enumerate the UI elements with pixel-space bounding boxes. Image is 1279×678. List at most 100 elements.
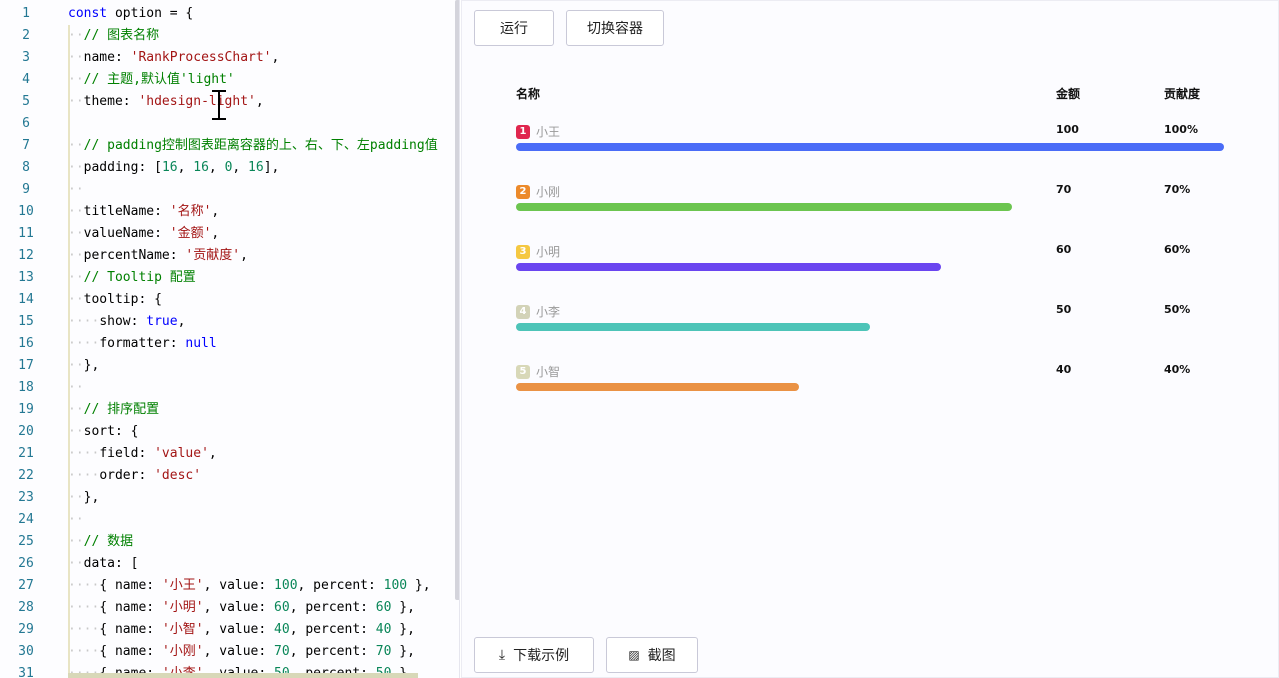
progress-bar — [516, 323, 870, 331]
code-line[interactable]: 22 ····order: 'desc' — [0, 465, 455, 487]
code-line[interactable]: 16 ····formatter: null — [0, 333, 455, 355]
code-token: // padding控制图表距离容器的上、右、下、左padding值 — [83, 138, 438, 153]
code-line[interactable]: 9 ·· — [0, 179, 455, 201]
code-line[interactable]: 6 — [0, 113, 455, 135]
code-token: , — [255, 94, 264, 109]
code-text: ·· — [68, 179, 84, 201]
code-token: , percent: — [297, 578, 384, 593]
code-text: ·· — [68, 509, 84, 531]
code-line[interactable]: 25 ··// 数据 — [0, 531, 455, 553]
code-text: ··tooltip: { — [68, 289, 162, 311]
indent-marker: ···· — [68, 622, 100, 637]
code-line[interactable]: 12 ··percentName: '贡献度', — [0, 245, 455, 267]
code-token: , value: — [203, 578, 275, 593]
code-line[interactable]: 23 ··}, — [0, 487, 455, 509]
download-example-button[interactable]: ⤓ 下载示例 — [474, 637, 594, 673]
code-line[interactable]: 17 ··}, — [0, 355, 455, 377]
editor-vertical-scrollbar[interactable] — [455, 0, 459, 600]
line-number: 25 — [18, 534, 34, 549]
code-editor[interactable]: 1 const option = {2 ··// 图表名称 3 ··name: 'Ran… — [0, 0, 460, 678]
indent-marker: ·· — [68, 248, 84, 263]
code-line[interactable]: 4 ··// 主题,默认值'light' — [0, 69, 455, 91]
progress-bar — [516, 143, 1224, 151]
code-line[interactable]: 8 ··padding: [16, 16, 0, 16], — [0, 157, 455, 179]
code-token: 16 — [161, 160, 178, 175]
line-number: 13 — [18, 270, 34, 285]
code-token: show: — [99, 314, 147, 329]
code-line[interactable]: 7 ··// padding控制图表距离容器的上、右、下、左padding值 — [0, 135, 455, 157]
indent-marker: ···· — [68, 644, 100, 659]
code-token: 70 — [274, 644, 290, 659]
run-button[interactable]: 运行 — [474, 10, 554, 46]
rank-badge: 4 — [516, 304, 530, 319]
code-text: ··// 图表名称 — [68, 25, 159, 47]
code-text: ··theme: 'hdesign-light', — [68, 91, 264, 113]
indent-marker: ·· — [68, 292, 84, 307]
code-text: ····{ name: '小王', value: 100, percent: 1… — [68, 575, 431, 597]
switch-container-button[interactable]: 切换容器 — [566, 10, 664, 46]
code-text: ··titleName: '名称', — [68, 201, 219, 223]
code-token: '小明' — [161, 600, 204, 615]
rank-name: 5 小智 — [516, 363, 560, 380]
code-token: 40 — [274, 622, 290, 637]
download-icon: ⤓ — [498, 647, 506, 663]
run-label: 运行 — [500, 21, 528, 37]
code-line[interactable]: 3 ··name: 'RankProcessChart', — [0, 47, 455, 69]
editor-horizontal-scrollbar[interactable] — [68, 673, 418, 678]
code-token: field: — [99, 446, 155, 461]
code-text: ··padding: [16, 16, 0, 16], — [68, 157, 279, 179]
code-line[interactable]: 5 ··theme: 'hdesign-light', — [0, 91, 455, 113]
line-number: 22 — [18, 468, 34, 483]
rank-badge: 2 — [516, 184, 530, 199]
code-line[interactable]: 1 const option = { — [0, 3, 455, 25]
code-line[interactable]: 27 ····{ name: '小王', value: 100, percent:… — [0, 575, 455, 597]
indent-marker: ·· — [68, 556, 84, 571]
code-token: percentName: — [83, 248, 186, 263]
code-token: 'hdesign-light' — [138, 94, 256, 109]
code-text: ··// Tooltip 配置 — [68, 267, 196, 289]
code-line[interactable]: 24 ·· — [0, 509, 455, 531]
code-line[interactable]: 20 ··sort: { — [0, 421, 455, 443]
rank-badge: 3 — [516, 244, 530, 259]
code-line[interactable]: 19 ··// 排序配置 — [0, 399, 455, 421]
code-line[interactable]: 11 ··valueName: '金额', — [0, 223, 455, 245]
code-text: ····{ name: '小明', value: 60, percent: 60… — [68, 597, 415, 619]
code-line[interactable]: 15 ····show: true, — [0, 311, 455, 333]
code-token: { name: — [99, 622, 162, 637]
code-token: { name: — [99, 644, 162, 659]
code-text: ····order: 'desc' — [68, 465, 201, 487]
code-token: order: — [99, 468, 155, 483]
code-line[interactable]: 21 ····field: 'value', — [0, 443, 455, 465]
code-line[interactable]: 2 ··// 图表名称 — [0, 25, 455, 47]
code-line[interactable]: 10 ··titleName: '名称', — [0, 201, 455, 223]
code-line[interactable]: 28 ····{ name: '小明', value: 60, percent: … — [0, 597, 455, 619]
item-name: 小刚 — [536, 185, 561, 199]
code-line[interactable]: 30 ····{ name: '小刚', value: 70, percent: … — [0, 641, 455, 663]
screenshot-button[interactable]: ▨ 截图 — [606, 637, 698, 673]
code-token: }, — [407, 578, 431, 593]
line-number: 11 — [18, 226, 34, 241]
code-token: }, — [391, 622, 415, 637]
code-token: }, — [83, 490, 100, 505]
code-token: 'desc' — [154, 468, 202, 483]
code-line[interactable]: 14 ··tooltip: { — [0, 289, 455, 311]
rank-badge: 5 — [516, 364, 530, 379]
item-value: 70 — [1056, 183, 1072, 196]
indent-marker: ·· — [68, 72, 84, 87]
code-line[interactable]: 29 ····{ name: '小智', value: 40, percent: … — [0, 619, 455, 641]
line-number: 16 — [18, 336, 34, 351]
rank-name: 3 小明 — [516, 243, 560, 260]
code-text: ··// 数据 — [68, 531, 133, 553]
code-text: const option = { — [68, 3, 193, 25]
indent-marker: ·· — [68, 226, 84, 241]
line-number: 7 — [22, 138, 30, 153]
line-number: 20 — [18, 424, 34, 439]
code-line[interactable]: 26 ··data: [ — [0, 553, 455, 575]
line-number: 6 — [22, 116, 30, 131]
code-line[interactable]: 18 ·· — [0, 377, 455, 399]
code-token: 16 — [193, 160, 209, 175]
switch-label: 切换容器 — [587, 21, 643, 37]
code-line[interactable]: 13 ··// Tooltip 配置 — [0, 267, 455, 289]
code-text: ····show: true, — [68, 311, 185, 333]
code-token: , — [211, 204, 220, 219]
